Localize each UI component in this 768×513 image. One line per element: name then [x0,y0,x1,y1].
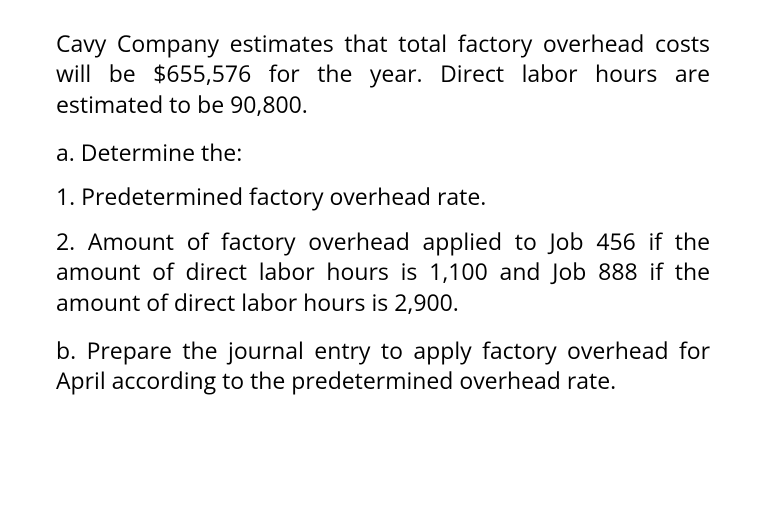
item-a1: 1. Predetermined factory overhead rate. [56,181,710,211]
item-a2: 2. Amount of factory overhead applied to… [56,226,710,317]
document-page: Cavy Company estimates that total factor… [0,0,768,513]
section-a-heading: a. Determine the: [56,137,710,167]
intro-paragraph: Cavy Company estimates that total factor… [56,28,710,119]
section-b: b. Prepare the journal entry to apply fa… [56,335,710,396]
